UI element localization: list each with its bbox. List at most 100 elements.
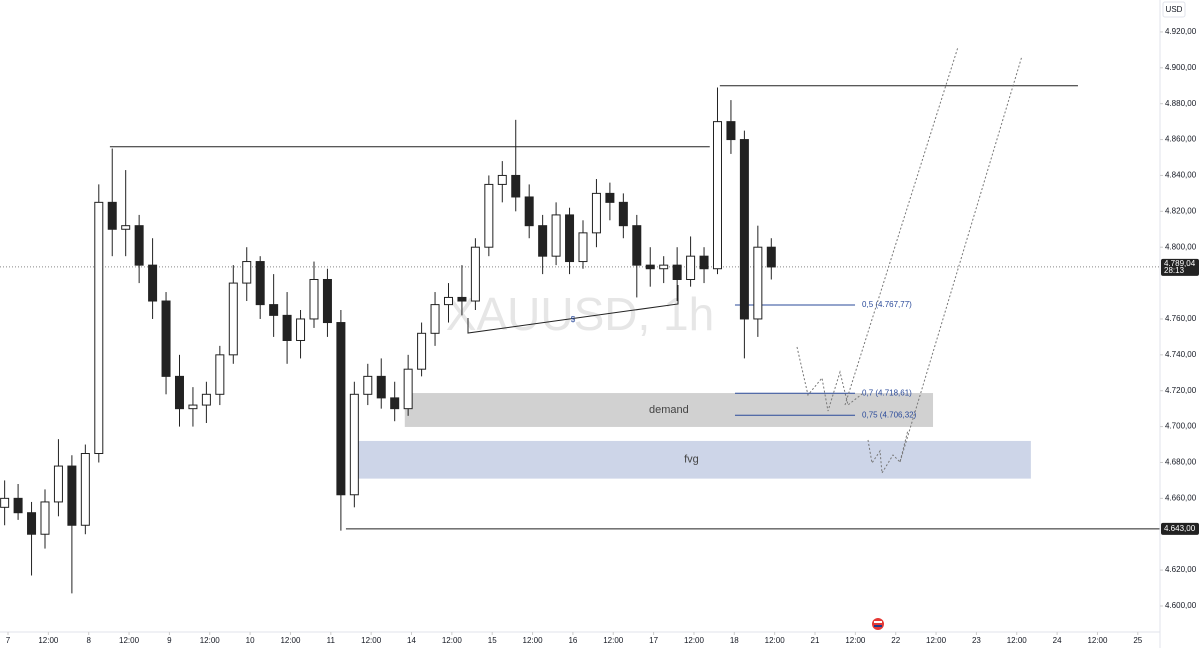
zone-label: demand [649, 404, 689, 416]
candle-body [524, 196, 534, 227]
candle-body [121, 225, 131, 230]
y-tick-label: 4.880,00 [1165, 99, 1197, 108]
candle-body [336, 322, 346, 496]
candle-body [94, 201, 104, 455]
y-tick-label: 4.740,00 [1165, 350, 1197, 359]
zone-label: fvg [684, 454, 699, 466]
currency-box[interactable] [1162, 1, 1186, 18]
candle-body [40, 501, 50, 535]
candle-body [242, 261, 252, 284]
candle-body [511, 174, 521, 198]
candle-body [322, 278, 332, 324]
x-tick-label: 12:00 [926, 636, 947, 645]
candle-body [712, 121, 722, 270]
countdown-label: 28:13 [1164, 266, 1185, 275]
y-tick-label: 4.760,00 [1165, 314, 1197, 323]
y-tick-label: 4.600,00 [1165, 601, 1197, 610]
last-price-tag [1161, 258, 1199, 276]
candle-body [134, 225, 144, 266]
candle-body [766, 246, 776, 268]
x-tick-label: 23 [972, 636, 981, 645]
x-tick-label: 12:00 [119, 636, 140, 645]
x-tick-label: 25 [1133, 636, 1142, 645]
projection-channel [899, 55, 1023, 463]
x-tick-label: 18 [730, 636, 739, 645]
zone [404, 393, 934, 427]
candle-body [376, 375, 386, 399]
candle-body [618, 201, 628, 227]
y-tick-label: 4.900,00 [1165, 63, 1197, 72]
candle-body [228, 282, 238, 356]
axes: 4.600,00 4.620,00 4.660,00 4.680,00 4.700,00… [6, 27, 1199, 645]
candle-body [605, 192, 615, 203]
candle-body [753, 246, 763, 320]
fib-label: 0,75 (4.706,32) [862, 410, 917, 419]
x-tick-label: 12:00 [765, 636, 786, 645]
sweep-bracket [467, 285, 679, 334]
y-tick-label: 4.800,00 [1165, 242, 1197, 251]
x-tick-label: 17 [649, 636, 658, 645]
y-tick-label: 4.720,00 [1165, 386, 1197, 395]
candle-body [457, 296, 467, 302]
x-tick-label: 21 [811, 636, 820, 645]
x-tick-label: 9 [167, 636, 172, 645]
x-tick-label: 16 [568, 636, 577, 645]
candle-body [269, 304, 279, 316]
candle-body [0, 497, 10, 508]
candle-body [484, 183, 494, 248]
candle-body [255, 261, 265, 306]
candle-body [497, 174, 507, 185]
y-tick-label: 4.660,00 [1165, 493, 1197, 502]
x-tick-label: 8 [86, 636, 91, 645]
candle-body [349, 393, 359, 496]
candle-body [551, 214, 561, 257]
x-tick-label: 12:00 [280, 636, 301, 645]
projection-path [796, 346, 863, 412]
y-tick-label: 4.700,00 [1165, 422, 1197, 431]
candle-body [161, 300, 171, 377]
y-tick-label: 4.920,00 [1165, 27, 1197, 36]
candle-body [591, 192, 601, 234]
x-tick-label: 12:00 [1087, 636, 1108, 645]
candle-body [148, 264, 158, 302]
level-tag-label: 4.643,00 [1164, 524, 1196, 533]
candle-body [390, 397, 400, 410]
projection-channel [844, 46, 959, 406]
candle-body [174, 375, 184, 410]
candle-body [188, 404, 198, 410]
x-tick-label: 12:00 [1007, 636, 1028, 645]
zone [351, 440, 1031, 479]
candle-body [686, 255, 696, 280]
x-tick-label: 12:00 [523, 636, 544, 645]
candle-body [632, 225, 642, 266]
x-tick-label: 7 [6, 636, 11, 645]
candle-body [215, 354, 225, 395]
candle-body [296, 318, 306, 341]
candle-body [739, 139, 749, 320]
x-tick-label: 12:00 [684, 636, 705, 645]
x-tick-label: 12:00 [361, 636, 382, 645]
y-tick-label: 4.840,00 [1165, 171, 1197, 180]
candle-body [470, 246, 480, 302]
candle-body [417, 332, 427, 370]
candle-body [443, 296, 453, 306]
candle-body [67, 465, 77, 526]
candle-body [645, 264, 655, 270]
y-tick-label: 4.820,00 [1165, 206, 1197, 215]
x-tick-label: 11 [327, 636, 336, 645]
last-price-label: 4.789,04 [1164, 259, 1196, 268]
currency: USD [1166, 5, 1183, 14]
fib-label: 0,5 (4.767,77) [862, 300, 912, 309]
x-tick-label: 15 [488, 636, 497, 645]
fib-label: 0,7 (4.718,61) [862, 388, 912, 397]
candle-body [659, 264, 669, 270]
candle-body [201, 393, 211, 406]
candle-body [282, 314, 292, 341]
x-tick-label: 12:00 [442, 636, 463, 645]
candle-body [53, 465, 63, 503]
y-tick-label: 4.620,00 [1165, 565, 1197, 574]
x-tick-label: 22 [891, 636, 900, 645]
candle-body [565, 214, 575, 263]
price-axis [1160, 0, 1200, 648]
